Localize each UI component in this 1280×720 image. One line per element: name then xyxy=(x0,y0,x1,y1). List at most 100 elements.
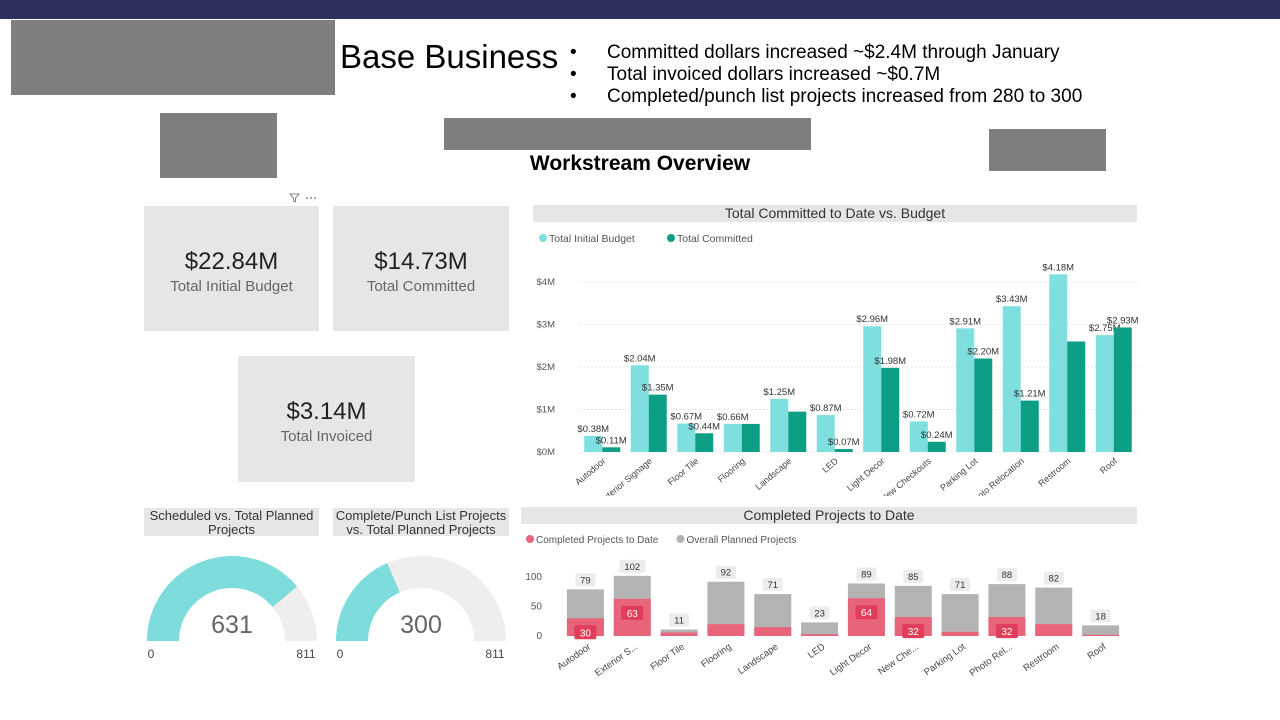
kpi-label: Total Invoiced xyxy=(280,428,373,445)
data-label: 63 xyxy=(627,609,639,620)
data-label-box xyxy=(809,606,830,620)
more-options-icon[interactable] xyxy=(314,197,316,199)
x-tick-label: Light Decor xyxy=(828,641,874,678)
data-label: $4.18M xyxy=(1042,262,1074,273)
data-label-box xyxy=(574,625,597,640)
bar-completed xyxy=(1035,624,1073,636)
data-label: $2.96M xyxy=(856,314,888,325)
data-label-box xyxy=(902,624,925,639)
bar xyxy=(1113,327,1132,452)
x-tick-label: LED xyxy=(820,456,840,475)
redacted-logo xyxy=(11,20,335,95)
bullet-marker: • xyxy=(570,64,577,85)
data-label-box xyxy=(995,624,1018,639)
kpi-card-invoiced[interactable]: $3.14M Total Invoiced xyxy=(238,356,415,482)
data-label: $0.07M xyxy=(828,437,860,448)
data-label-box xyxy=(855,605,878,620)
redacted-block xyxy=(444,118,811,150)
data-label-box xyxy=(762,578,783,592)
data-label: 82 xyxy=(1048,574,1059,585)
x-tick-label: LED xyxy=(806,641,828,661)
bar xyxy=(863,326,882,452)
data-label: $1.98M xyxy=(874,356,906,367)
gauge-min-label: 0 xyxy=(148,647,155,661)
kpi-card-budget[interactable]: $22.84M Total Initial Budget xyxy=(144,206,319,331)
data-label: $2.93M xyxy=(1107,315,1139,326)
x-tick-label: Flooring xyxy=(699,641,733,670)
more-options-icon[interactable] xyxy=(306,197,308,199)
data-label: 11 xyxy=(674,616,684,627)
data-label-box xyxy=(715,565,736,579)
toolbar-icons xyxy=(288,193,316,203)
bar xyxy=(602,447,621,452)
bar xyxy=(1095,335,1114,452)
gauge-value: 300 xyxy=(400,611,442,639)
y-tick-label: $2M xyxy=(537,362,556,373)
data-label-box xyxy=(856,567,877,581)
top-banner xyxy=(0,0,1280,19)
data-label: 71 xyxy=(767,580,778,591)
bar xyxy=(956,328,975,452)
data-label-box xyxy=(903,569,924,583)
data-label: $3.43M xyxy=(996,294,1028,305)
y-tick-label: 50 xyxy=(531,602,543,613)
data-label: 89 xyxy=(861,569,872,580)
legend-label: Overall Planned Projects xyxy=(687,535,797,546)
legend-marker xyxy=(676,535,685,543)
committed-vs-budget-chart[interactable]: Total Initial Budget Total Committed $0M $1… xyxy=(525,226,1145,496)
gauge-complete[interactable]: 300 0 811 xyxy=(333,548,509,668)
data-label-box xyxy=(996,568,1017,582)
x-tick-label: Light Decor xyxy=(845,456,887,493)
bar xyxy=(1002,306,1021,452)
data-label-box xyxy=(950,578,971,592)
x-tick-label: Restroom xyxy=(1036,456,1072,489)
bar xyxy=(1049,274,1068,452)
chart-title-completed: Completed Projects to Date xyxy=(521,507,1137,524)
bar xyxy=(677,423,696,452)
y-tick-label: 100 xyxy=(525,572,542,583)
redacted-block xyxy=(160,113,277,178)
data-label: $2.20M xyxy=(967,347,999,358)
y-tick-label: $0M xyxy=(537,447,556,458)
bar xyxy=(927,441,946,452)
bullet-text: Total invoiced dollars increased ~$0.7M xyxy=(607,64,941,85)
filter-icon[interactable] xyxy=(288,193,301,203)
data-label: $0.66M xyxy=(717,412,749,423)
gauge-min-label: 0 xyxy=(337,647,344,661)
chart-title-committed: Total Committed to Date vs. Budget xyxy=(533,205,1137,222)
data-label: 88 xyxy=(1002,570,1013,581)
data-label: 30 xyxy=(580,628,592,639)
x-tick-label: Parking Lot xyxy=(922,641,968,678)
kpi-card-committed[interactable]: $14.73M Total Committed xyxy=(333,206,509,331)
bar xyxy=(741,423,760,452)
data-label: $2.75M xyxy=(1089,323,1121,334)
gauge-max-label: 811 xyxy=(485,647,504,661)
data-label: $0.24M xyxy=(921,430,953,441)
data-label: 32 xyxy=(1001,627,1013,638)
x-tick-label: Parking Lot xyxy=(938,456,980,493)
bar xyxy=(909,421,928,452)
x-tick-label: Restroom xyxy=(1021,641,1061,674)
gauge-fill xyxy=(336,563,400,641)
data-label: 92 xyxy=(721,568,732,579)
more-options-icon[interactable] xyxy=(310,197,312,199)
bullet-text: Completed/punch list projects increased … xyxy=(607,86,1083,107)
bar xyxy=(1020,400,1039,452)
gauge-max-label: 811 xyxy=(296,647,315,661)
bar xyxy=(630,365,649,452)
gauge-value: 631 xyxy=(211,611,253,639)
data-label: 71 xyxy=(955,580,966,591)
x-tick-label: Autodoor xyxy=(555,641,593,672)
legend-marker xyxy=(667,234,675,242)
bullet-item: • Completed/punch list projects increased… xyxy=(570,86,1082,108)
completed-projects-chart[interactable]: Completed Projects to Date Overall Planne… xyxy=(520,528,1145,688)
data-label: 32 xyxy=(908,627,920,638)
bar-completed xyxy=(754,627,792,636)
bar-completed xyxy=(801,634,839,636)
gauge-scheduled[interactable]: 631 0 811 xyxy=(144,548,320,668)
bar xyxy=(723,423,742,452)
data-label: $1.21M xyxy=(1014,389,1046,400)
x-tick-label: Photo Rel... xyxy=(968,641,1015,678)
bar-planned xyxy=(941,594,979,636)
data-label-box xyxy=(1090,609,1111,623)
